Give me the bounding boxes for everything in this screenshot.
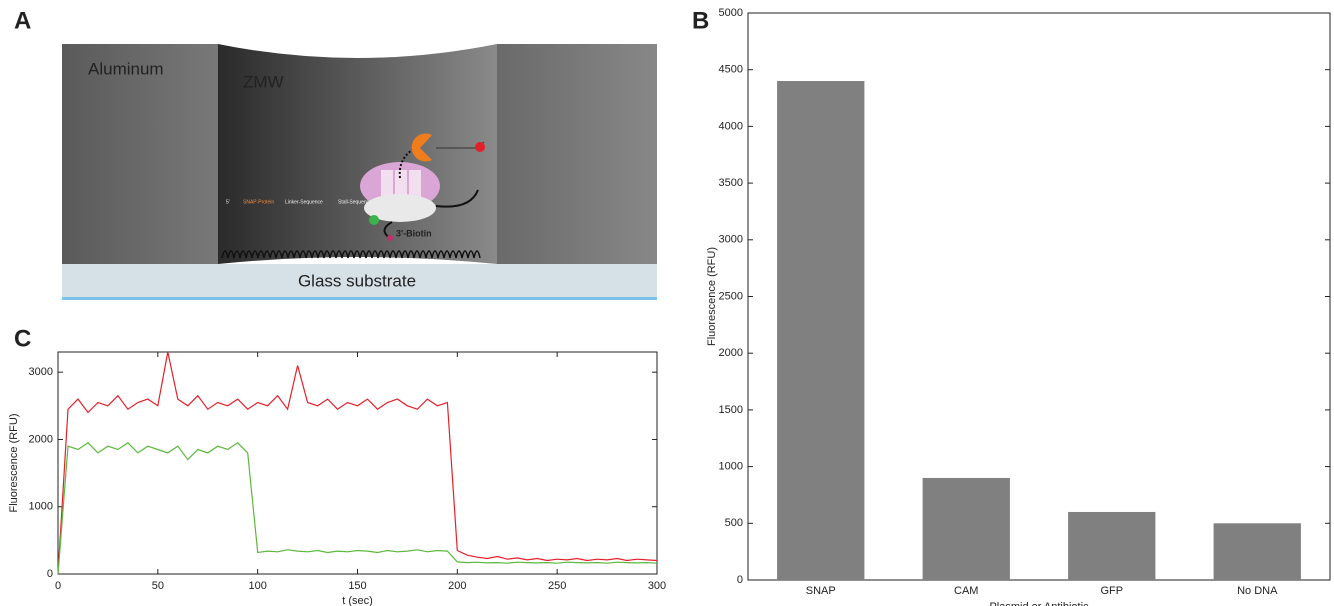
zmw-diagram: Aluminum ZMW Glass substrate 3'-Biotin 5… <box>62 44 657 300</box>
label: ZMW <box>243 72 284 91</box>
x-tick-label: 0 <box>55 580 61 592</box>
sequence-part: 5' <box>226 199 230 205</box>
snap-tag <box>411 133 432 162</box>
y-tick-label: 2000 <box>29 433 53 445</box>
x-tick-label: 150 <box>348 580 366 592</box>
y-tick-label: 4000 <box>719 120 743 132</box>
bar <box>777 81 865 580</box>
sequence-part: Linker-Sequence <box>285 199 323 205</box>
panel-label: C <box>14 325 31 352</box>
line-series <box>57 442 658 575</box>
bar <box>922 477 1010 580</box>
biotin <box>387 235 393 241</box>
y-tick-label: 500 <box>725 517 743 529</box>
panel-label: A <box>14 7 31 34</box>
y-tick-label: 3000 <box>29 366 53 378</box>
surface-linkers <box>221 250 481 259</box>
x-axis-label: t (sec) <box>342 595 373 606</box>
y-tick-label: 1000 <box>29 501 53 513</box>
panel-label: B <box>692 7 709 34</box>
y-tick-label: 0 <box>47 568 53 580</box>
glass-edge <box>62 297 657 300</box>
x-tick-label: 50 <box>152 580 164 592</box>
y-tick-label: 3000 <box>719 234 743 246</box>
y-tick-label: 3500 <box>719 177 743 189</box>
label: 3'-Biotin <box>396 228 432 238</box>
ribosome-small <box>364 194 436 222</box>
y-axis-label: Fluorescence (RFU) <box>706 247 718 346</box>
x-tick-label: 250 <box>548 580 566 592</box>
nascent-chain <box>398 149 413 179</box>
y-tick-label: 4500 <box>719 64 743 76</box>
y-tick-label: 5000 <box>719 7 743 19</box>
x-tick-label: SNAP <box>806 585 836 597</box>
y-tick-label: 1500 <box>719 404 743 416</box>
label: Aluminum <box>88 59 164 78</box>
x-tick-label: 200 <box>448 580 466 592</box>
y-tick-label: 2000 <box>719 347 743 359</box>
mrna <box>435 189 479 208</box>
axes-frame <box>57 351 658 575</box>
bar <box>1213 523 1301 580</box>
label: Glass substrate <box>298 271 416 290</box>
dye-red <box>475 142 485 152</box>
x-tick-label: 300 <box>648 580 666 592</box>
y-tick-label: 1000 <box>719 461 743 473</box>
aluminum-left <box>62 44 218 264</box>
x-tick-label: CAM <box>954 585 978 597</box>
ribosome-site <box>409 170 421 200</box>
y-tick-label: 2500 <box>719 290 743 302</box>
bar <box>1068 511 1156 580</box>
x-tick-label: No DNA <box>1237 585 1278 597</box>
y-tick-label: 0 <box>737 574 743 586</box>
x-axis-label: Plasmid or Antibiotic <box>989 601 1089 606</box>
x-tick-label: GFP <box>1100 585 1123 597</box>
sequence-part: SNAP-Protein <box>243 199 274 205</box>
dye-green <box>369 215 379 225</box>
y-axis-label: Fluorescence (RFU) <box>8 413 20 512</box>
line-series <box>57 351 658 575</box>
ribosome-site <box>395 170 407 200</box>
aluminum-right <box>497 44 657 264</box>
sequence-part: Stall-Sequence <box>338 199 372 205</box>
x-tick-label: 100 <box>248 580 266 592</box>
glass <box>62 264 657 298</box>
ribosome-site <box>381 170 393 200</box>
